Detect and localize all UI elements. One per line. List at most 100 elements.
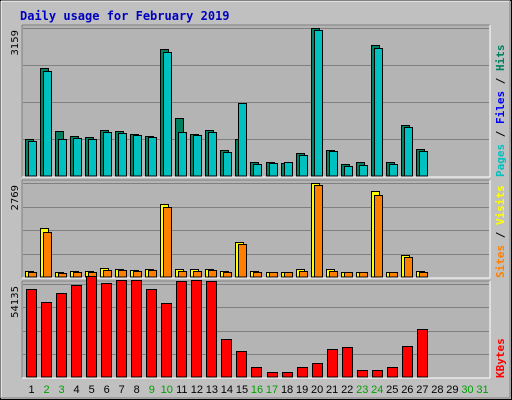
bar-hits-files-day-10 — [163, 52, 172, 177]
day-label-30: 30 — [461, 384, 473, 396]
day-label-25: 25 — [386, 384, 398, 396]
day-label-8: 8 — [134, 384, 140, 396]
bar-visits-sites-day-12 — [193, 271, 202, 278]
panel-hits-max-label: 3159 — [10, 30, 21, 55]
panel-hits-series-label-part-4: Hits — [494, 45, 507, 72]
bar-visits-sites-day-17 — [269, 272, 278, 278]
day-label-20: 20 — [311, 384, 323, 396]
bar-visits-sites-day-20 — [314, 185, 323, 278]
bar-visits-sites-day-22 — [344, 272, 353, 278]
bar-hits-files-day-12 — [193, 135, 202, 177]
bar-hits-files-day-9 — [148, 137, 157, 177]
bar-visits-sites-day-8 — [133, 271, 142, 278]
bar-kbytes-kbytes-day-25 — [387, 367, 398, 378]
panel-kbytes-max-label: 54135 — [10, 286, 21, 318]
bar-visits-sites-day-13 — [208, 270, 217, 278]
bar-hits-files-day-1 — [28, 141, 37, 177]
day-label-31: 31 — [476, 384, 488, 396]
day-label-14: 14 — [221, 384, 233, 396]
day-label-22: 22 — [341, 384, 353, 396]
bar-kbytes-kbytes-day-24 — [372, 370, 383, 378]
bar-hits-files-day-21 — [329, 151, 338, 177]
panel-kbytes-series-label-part-0: KBytes — [494, 338, 507, 378]
bar-hits-files-day-24 — [374, 48, 383, 177]
bar-hits-files-day-15 — [238, 103, 247, 177]
day-label-18: 18 — [281, 384, 293, 396]
bar-hits-files-day-17 — [269, 163, 278, 177]
bar-visits-sites-day-25 — [389, 272, 398, 278]
day-label-29: 29 — [446, 384, 458, 396]
day-label-27: 27 — [416, 384, 428, 396]
bar-visits-sites-day-26 — [404, 257, 413, 278]
bar-visits-sites-day-14 — [223, 272, 232, 278]
bar-kbytes-kbytes-day-14 — [221, 339, 232, 378]
bar-kbytes-kbytes-day-3 — [56, 293, 67, 378]
panel-visits-max-label: 2769 — [10, 185, 21, 210]
day-label-11: 11 — [176, 384, 187, 396]
bar-hits-files-day-23 — [359, 165, 368, 177]
bar-kbytes-kbytes-day-7 — [116, 280, 127, 378]
bar-visits-sites-day-11 — [178, 271, 187, 278]
day-label-6: 6 — [104, 384, 110, 396]
bar-hits-files-day-3 — [58, 139, 67, 177]
bar-hits-files-day-4 — [73, 138, 82, 177]
bar-kbytes-kbytes-day-15 — [236, 351, 247, 378]
bar-kbytes-kbytes-day-16 — [251, 367, 262, 378]
day-label-17: 17 — [266, 384, 278, 396]
bar-kbytes-kbytes-day-11 — [176, 281, 187, 378]
panel-hits-series-label-part-0: Pages — [494, 144, 507, 177]
bar-hits-files-day-22 — [344, 166, 353, 177]
panel-visits-series-label-part-2: Visits — [494, 185, 507, 225]
day-label-13: 13 — [206, 384, 218, 396]
day-label-19: 19 — [296, 384, 308, 396]
bar-visits-sites-day-7 — [118, 270, 127, 278]
panel-visits: 2769 Sites / Visits — [10, 179, 507, 279]
day-label-2: 2 — [43, 384, 49, 396]
bar-kbytes-kbytes-day-21 — [327, 349, 338, 378]
day-label-12: 12 — [191, 384, 203, 396]
bar-hits-files-day-7 — [118, 133, 127, 177]
day-label-15: 15 — [236, 384, 248, 396]
bar-hits-files-day-27 — [419, 151, 428, 177]
bar-kbytes-kbytes-day-13 — [206, 281, 217, 378]
bar-kbytes-kbytes-day-6 — [101, 283, 112, 378]
panel-hits-series-label-part-2: Files — [494, 91, 507, 124]
bar-kbytes-kbytes-day-23 — [357, 370, 368, 378]
panel-hits-series-label-part-3: / — [494, 71, 507, 91]
bar-kbytes-kbytes-day-18 — [282, 372, 293, 378]
bar-hits-files-day-6 — [103, 132, 112, 177]
bar-hits-files-day-14 — [223, 152, 232, 177]
panel-hits: 3159 Pages / Files / Hits — [10, 24, 507, 178]
day-label-5: 5 — [89, 384, 95, 396]
bar-visits-sites-day-6 — [103, 270, 112, 278]
day-label-10: 10 — [161, 384, 173, 396]
bar-visits-sites-day-27 — [419, 272, 428, 278]
bar-kbytes-kbytes-day-20 — [312, 363, 323, 378]
bar-hits-files-day-19 — [299, 155, 308, 177]
bar-hits-files-day-20 — [314, 30, 323, 177]
bar-kbytes-kbytes-day-10 — [161, 303, 172, 378]
day-label-3: 3 — [59, 384, 65, 396]
day-label-21: 21 — [326, 384, 338, 396]
bar-kbytes-kbytes-day-5 — [86, 276, 97, 378]
bar-kbytes-kbytes-day-27 — [417, 329, 428, 378]
panel-kbytes: 54135 KBytes — [10, 276, 507, 379]
bar-visits-sites-day-10 — [163, 207, 172, 278]
bar-kbytes-kbytes-day-9 — [146, 289, 157, 378]
bar-visits-sites-day-4 — [73, 272, 82, 278]
chart-title: Daily usage for February 2019 — [20, 9, 230, 23]
panel-visits-series-label-part-0: Sites — [494, 245, 507, 278]
panel-visits-plot-area — [22, 180, 490, 278]
bar-kbytes-kbytes-day-12 — [191, 280, 202, 378]
day-label-26: 26 — [401, 384, 413, 396]
bar-hits-files-day-16 — [253, 164, 262, 177]
bar-visits-sites-day-21 — [329, 271, 338, 278]
bar-visits-sites-day-1 — [28, 272, 37, 278]
day-label-16: 16 — [251, 384, 263, 396]
bar-visits-sites-day-18 — [284, 272, 293, 278]
bar-hits-files-day-5 — [88, 139, 97, 177]
bar-hits-files-day-8 — [133, 135, 142, 177]
bar-hits-files-day-13 — [208, 132, 217, 177]
